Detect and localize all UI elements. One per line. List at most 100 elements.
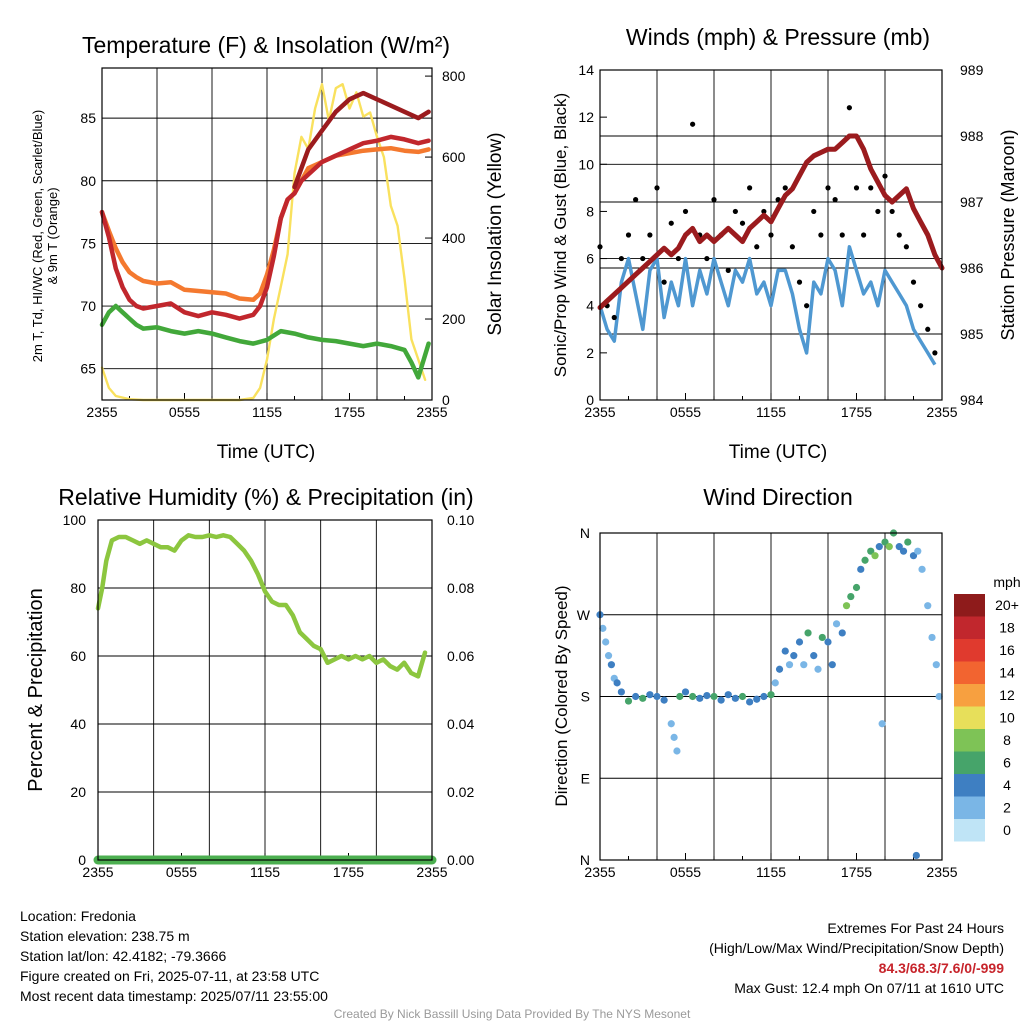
station-location: Location: Fredonia bbox=[20, 908, 136, 924]
colorbar-title: mph bbox=[993, 574, 1020, 590]
y-tick-label: 4 bbox=[586, 298, 594, 314]
gust-point bbox=[839, 232, 845, 238]
direction-point bbox=[928, 633, 936, 642]
y-tick-label: 2 bbox=[586, 345, 594, 361]
series-heat-index bbox=[292, 90, 431, 190]
direction-point bbox=[602, 638, 610, 646]
colorbar-swatch bbox=[954, 751, 985, 774]
x-tick-label: 2355 bbox=[82, 864, 113, 880]
y-tick-label: 14 bbox=[578, 62, 594, 78]
x-tick-label: 2355 bbox=[926, 864, 957, 880]
gust-point bbox=[704, 255, 710, 262]
colorbar-label: 4 bbox=[1003, 777, 1011, 793]
y2-axis-label: Solar Insolation (Yellow) bbox=[485, 132, 506, 335]
y-tick-label: 60 bbox=[70, 648, 86, 664]
gust-point bbox=[668, 220, 674, 226]
y2-tick-label: 988 bbox=[960, 128, 984, 144]
gust-point bbox=[739, 220, 746, 226]
direction-point bbox=[810, 652, 818, 660]
direction-point bbox=[795, 638, 804, 646]
y-axis-label-line1: 2m T, Td, HI/WC (Red, Green, Scarlet/Blu… bbox=[30, 110, 45, 362]
direction-point bbox=[857, 565, 865, 573]
y-tick-label: 75 bbox=[80, 235, 96, 251]
direction-point bbox=[696, 694, 704, 702]
panel-1: 2355 0555 1155 1755 2355 65 70 75 80 85 0 200 400 600… bbox=[30, 32, 506, 463]
direction-point bbox=[717, 696, 725, 704]
gust-point bbox=[846, 105, 852, 111]
colorbar-label: 16 bbox=[999, 642, 1015, 658]
direction-point bbox=[599, 624, 607, 632]
gust-point bbox=[818, 232, 824, 238]
y-tick-label: 80 bbox=[70, 580, 86, 596]
y-tick-label: 40 bbox=[70, 716, 86, 732]
gust-point bbox=[903, 244, 909, 250]
direction-point bbox=[852, 583, 861, 592]
y2-tick-label: 0.02 bbox=[447, 784, 474, 800]
chart-title: Relative Humidity (%) & Precipitation (i… bbox=[58, 484, 473, 510]
colorbar-swatch bbox=[954, 819, 985, 842]
direction-point bbox=[871, 552, 879, 560]
gust-point bbox=[611, 314, 617, 321]
y-tick-label: 6 bbox=[586, 251, 594, 267]
direction-point bbox=[785, 661, 794, 669]
series-9m-temperature bbox=[99, 145, 431, 303]
y-tick-label: 100 bbox=[63, 512, 87, 528]
direction-point bbox=[895, 543, 903, 551]
y2-tick-label: 200 bbox=[442, 311, 466, 327]
series-dewpoint bbox=[99, 303, 431, 380]
x-tick-label: 1755 bbox=[841, 864, 872, 880]
y-tick-label: S bbox=[581, 689, 590, 705]
x-tick-label: 2355 bbox=[926, 404, 957, 420]
gust-point bbox=[932, 350, 938, 356]
y-tick-label: 8 bbox=[586, 203, 594, 219]
direction-point bbox=[607, 661, 616, 669]
y2-tick-label: 400 bbox=[442, 230, 466, 246]
colorbar-label: 2 bbox=[1003, 800, 1011, 816]
direction-point bbox=[670, 733, 678, 741]
direction-point bbox=[828, 661, 836, 669]
plot-frame bbox=[101, 67, 433, 401]
y-tick-label: W bbox=[577, 607, 591, 623]
station-info: Location: Fredonia Station elevation: 23… bbox=[20, 906, 328, 1006]
x-tick-label: 0555 bbox=[670, 864, 701, 880]
direction-point bbox=[804, 629, 812, 637]
y2-tick-label: 800 bbox=[442, 68, 466, 84]
gust-point bbox=[747, 185, 753, 191]
y-tick-label: 12 bbox=[578, 109, 594, 125]
x-tick-label: 1155 bbox=[252, 404, 282, 420]
figure-created: Figure created on Fri, 2025-07-11, at 23… bbox=[20, 968, 320, 984]
panel-2: 2355 0555 1155 1755 235502468101214984985986… bbox=[551, 24, 1018, 463]
gust-point bbox=[868, 185, 874, 191]
direction-point bbox=[909, 552, 918, 560]
station-elevation: Station elevation: 238.75 m bbox=[20, 928, 190, 944]
gust-point bbox=[775, 197, 781, 203]
gust-point bbox=[882, 173, 888, 179]
chart-title: Temperature (F) & Insolation (W/m²) bbox=[82, 32, 450, 58]
y-tick-label: 80 bbox=[80, 173, 96, 189]
gust-point bbox=[675, 255, 681, 262]
y-tick-label: 0 bbox=[586, 392, 594, 408]
plot-frame bbox=[97, 519, 433, 861]
gust-point bbox=[918, 303, 924, 309]
gust-point bbox=[682, 208, 689, 215]
colorbar-swatch bbox=[954, 774, 985, 797]
gust-point bbox=[853, 185, 860, 191]
x-tick-label: 0555 bbox=[169, 404, 200, 420]
gust-point bbox=[889, 208, 895, 215]
y-axis-label: Direction (Colored By Speed) bbox=[552, 585, 571, 806]
credit-line: Created By Nick Bassill Using Data Provi… bbox=[333, 1007, 691, 1021]
direction-point bbox=[832, 620, 841, 628]
y2-tick-label: 0 bbox=[442, 392, 450, 408]
x-tick-label: 1155 bbox=[250, 864, 280, 880]
extremes-panel: Extremes For Past 24 Hours (High/Low/Max… bbox=[709, 918, 1004, 998]
direction-point bbox=[861, 556, 869, 564]
direction-point bbox=[660, 696, 668, 704]
gust-point bbox=[654, 185, 660, 191]
direction-point bbox=[667, 720, 675, 728]
panel-3: 2355 0555 1155 1755 23550204060801000.000.02… bbox=[25, 484, 474, 880]
direction-point bbox=[814, 665, 822, 673]
x-axis-label: Time (UTC) bbox=[729, 442, 828, 463]
gust-point bbox=[825, 185, 831, 191]
direction-point bbox=[746, 698, 754, 706]
extremes-values: 84.3/68.3/7.6/0/-999 bbox=[878, 960, 1004, 976]
